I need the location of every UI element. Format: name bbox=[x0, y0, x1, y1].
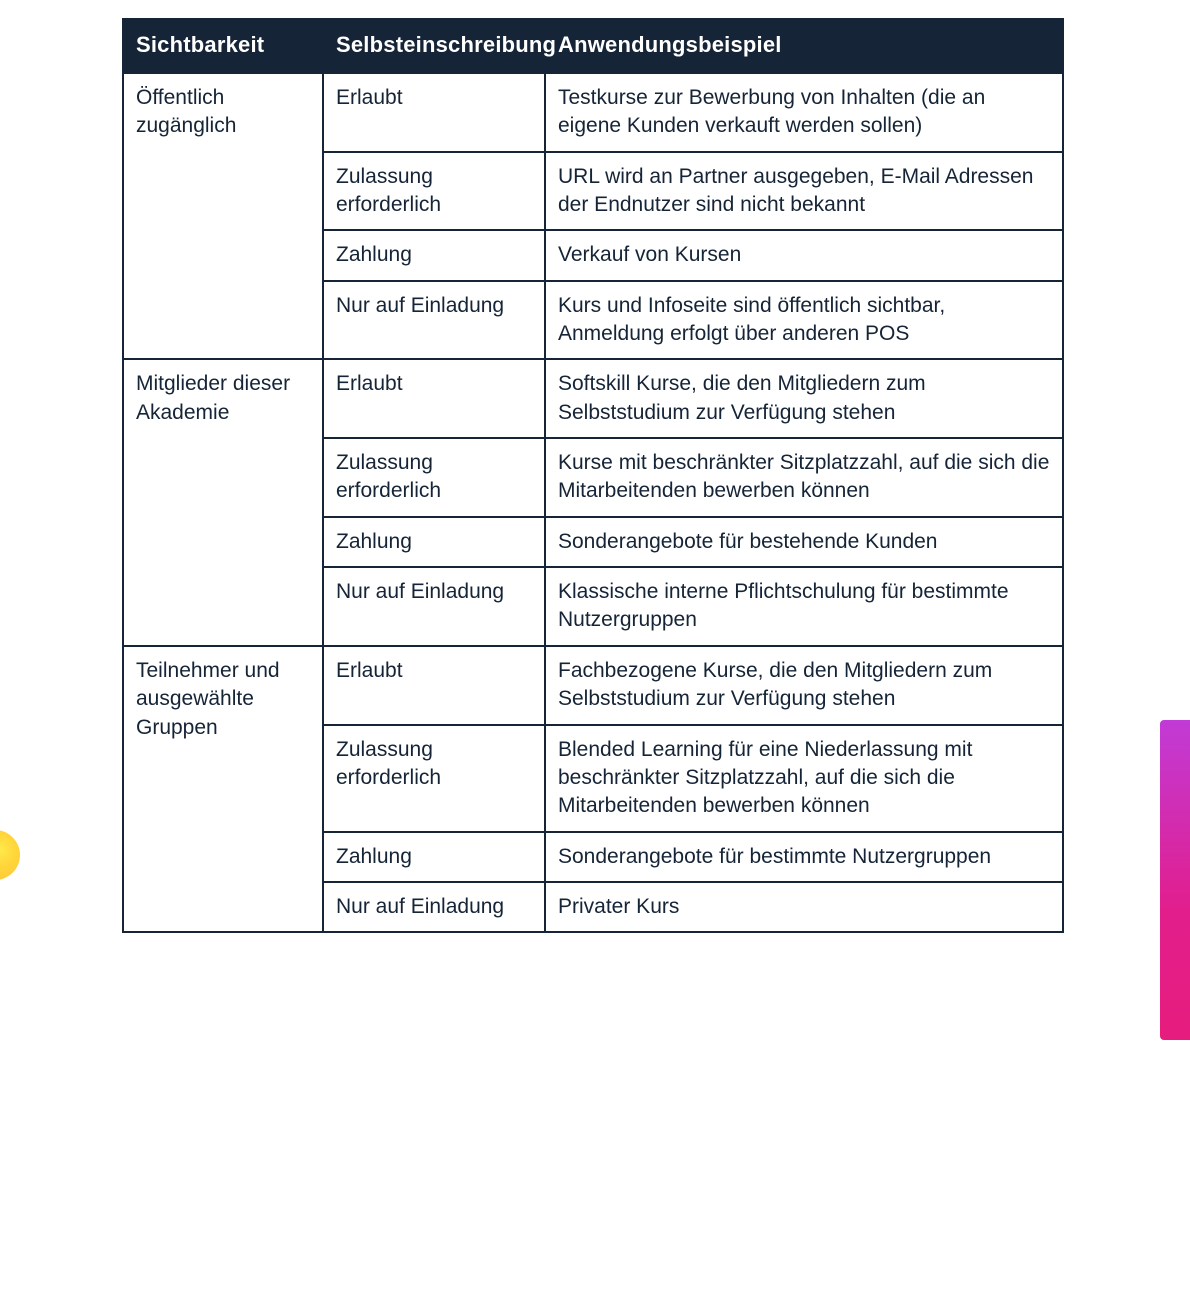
cell-example: Kurse mit beschränkter Sitzplatzzahl, au… bbox=[545, 438, 1063, 517]
visibility-table: Sichtbarkeit Selbsteinschreibung Anwendu… bbox=[122, 18, 1064, 933]
cell-enrollment: Zulassung erforderlich bbox=[323, 438, 545, 517]
cell-example: URL wird an Partner ausgegeben, E-Mail A… bbox=[545, 152, 1063, 231]
table-header-row: Sichtbarkeit Selbsteinschreibung Anwendu… bbox=[123, 19, 1063, 73]
table-body: Öffentlich zugänglich Erlaubt Testkurse … bbox=[123, 73, 1063, 932]
cell-example: Fachbezogene Kurse, die den Mitgliedern … bbox=[545, 646, 1063, 725]
cell-enrollment: Erlaubt bbox=[323, 646, 545, 725]
cell-enrollment: Nur auf Einladung bbox=[323, 281, 545, 360]
pink-bar-decoration bbox=[1160, 720, 1190, 1040]
cell-enrollment: Nur auf Einladung bbox=[323, 567, 545, 646]
cell-example: Testkurse zur Bewerbung von Inhalten (di… bbox=[545, 73, 1063, 152]
cell-example: Kurs und Infoseite sind öffentlich sicht… bbox=[545, 281, 1063, 360]
cell-example: Klassische interne Pflichtschulung für b… bbox=[545, 567, 1063, 646]
cell-visibility: Öffentlich zugänglich bbox=[123, 73, 323, 359]
col-header-example: Anwendungsbeispiel bbox=[545, 19, 1063, 73]
cell-enrollment: Nur auf Einladung bbox=[323, 882, 545, 932]
col-header-visibility: Sichtbarkeit bbox=[123, 19, 323, 73]
cell-enrollment: Zulassung erforderlich bbox=[323, 725, 545, 832]
cell-enrollment: Erlaubt bbox=[323, 359, 545, 438]
table-container: Sichtbarkeit Selbsteinschreibung Anwendu… bbox=[122, 18, 1062, 933]
table-header: Sichtbarkeit Selbsteinschreibung Anwendu… bbox=[123, 19, 1063, 73]
cell-example: Softskill Kurse, die den Mitgliedern zum… bbox=[545, 359, 1063, 438]
cell-example: Sonderangebote für bestehende Kunden bbox=[545, 517, 1063, 567]
cell-example: Verkauf von Kursen bbox=[545, 230, 1063, 280]
cell-example: Blended Learning für eine Niederlassung … bbox=[545, 725, 1063, 832]
cell-enrollment: Zahlung bbox=[323, 517, 545, 567]
table-row: Teilnehmer und ausgewählte Gruppen Erlau… bbox=[123, 646, 1063, 725]
cell-enrollment: Zulassung erforderlich bbox=[323, 152, 545, 231]
table-row: Mitglieder dieser Akademie Erlaubt Softs… bbox=[123, 359, 1063, 438]
cell-enrollment: Zahlung bbox=[323, 230, 545, 280]
yellow-dot-decoration bbox=[0, 830, 20, 880]
cell-enrollment: Erlaubt bbox=[323, 73, 545, 152]
cell-visibility: Mitglieder dieser Akademie bbox=[123, 359, 323, 645]
cell-example: Privater Kurs bbox=[545, 882, 1063, 932]
col-header-enrollment: Selbsteinschreibung bbox=[323, 19, 545, 73]
cell-enrollment: Zahlung bbox=[323, 832, 545, 882]
table-row: Öffentlich zugänglich Erlaubt Testkurse … bbox=[123, 73, 1063, 152]
cell-example: Sonderangebote für bestimmte Nutzergrupp… bbox=[545, 832, 1063, 882]
cell-visibility: Teilnehmer und ausgewählte Gruppen bbox=[123, 646, 323, 932]
